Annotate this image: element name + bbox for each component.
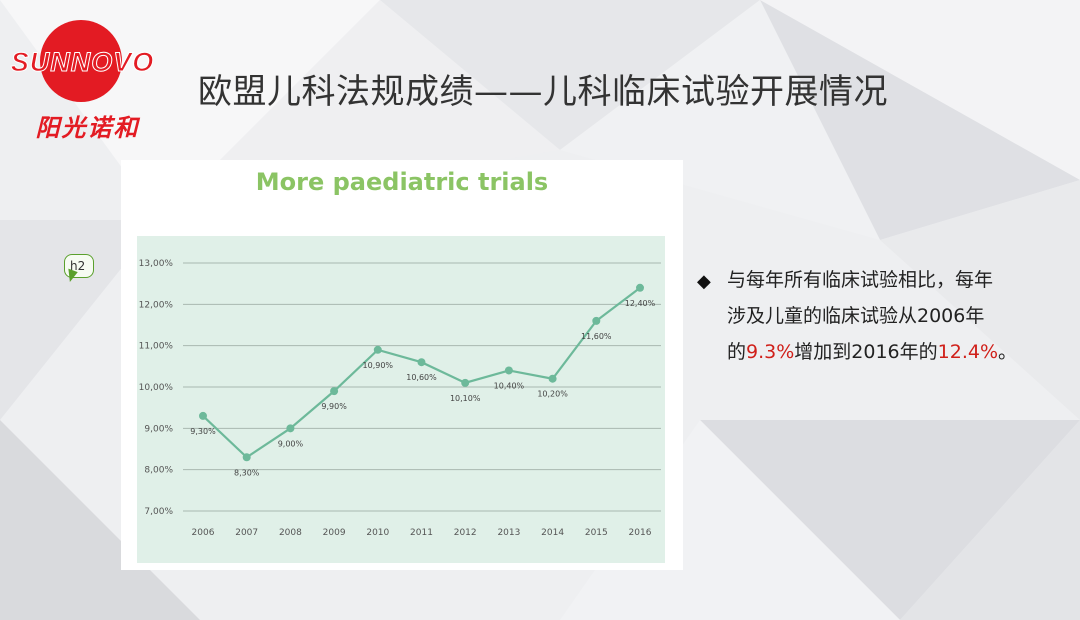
data-label: 9,00% xyxy=(278,439,304,448)
x-tick-label: 2016 xyxy=(629,528,652,538)
h2-tag-label: h2 xyxy=(70,259,86,273)
line-chart: 7,00% 8,00% 9,00% 10,00% 11,00% 12,00% 13,00% 2… xyxy=(139,259,661,538)
y-tick-label: 8,00% xyxy=(144,466,173,476)
bullet-line-3-mid: 增加到2016年的 xyxy=(794,341,938,363)
data-label: 10,10% xyxy=(450,394,481,403)
x-tick-label: 2006 xyxy=(192,528,215,538)
x-tick-label: 2015 xyxy=(585,528,608,538)
x-tick-label: 2012 xyxy=(454,528,477,538)
plot-area xyxy=(137,236,665,563)
data-label: 8,30% xyxy=(234,468,260,477)
data-point xyxy=(330,387,339,396)
value-2016-highlight: 12.4% xyxy=(937,341,999,363)
y-tick-label: 10,00% xyxy=(139,383,174,393)
data-label: 10,20% xyxy=(537,390,568,399)
data-point xyxy=(504,366,513,375)
chart-figure: More paediatric trials 7,00% 8,00% 9,00% 10… xyxy=(121,160,683,570)
slide-title: 欧盟儿科法规成绩——儿科临床试验开展情况 xyxy=(198,72,888,112)
data-point xyxy=(548,374,557,383)
data-point xyxy=(461,378,470,387)
x-tick-label: 2008 xyxy=(279,528,302,538)
bullet-line-3-prefix: 的 xyxy=(727,341,747,363)
value-2006-highlight: 9.3% xyxy=(746,341,795,363)
company-logo: SUNNOVO 阳光诺和 xyxy=(10,20,155,145)
y-tick-label: 9,00% xyxy=(144,424,173,434)
bullet-line-1-text: 与每年所有临床试验相比，每年 xyxy=(727,269,994,291)
data-point xyxy=(242,453,251,462)
diamond-bullet-icon: ◆ xyxy=(697,271,711,292)
bullet-line-3: 的9.3%增加到2016年的12.4%。 xyxy=(700,334,1078,370)
h2-comment-tag[interactable]: h2 xyxy=(64,254,94,278)
data-label: 9,90% xyxy=(321,402,347,411)
y-tick-label: 7,00% xyxy=(144,507,173,517)
data-point xyxy=(286,424,295,433)
data-point xyxy=(417,358,426,367)
bullet-line-3-suffix: 。 xyxy=(998,341,1018,363)
x-tick-label: 2007 xyxy=(235,528,258,538)
logo-brand-text: SUNNOVO xyxy=(10,47,155,78)
x-tick-label: 2011 xyxy=(410,528,433,538)
x-tick-label: 2013 xyxy=(497,528,520,538)
data-label: 10,90% xyxy=(363,361,394,370)
y-tick-label: 13,00% xyxy=(139,259,174,269)
y-tick-label: 11,00% xyxy=(139,342,174,352)
bullet-line-2-text: 涉及儿童的临床试验从2006年 xyxy=(727,305,985,327)
bullet-line-2: 涉及儿童的临床试验从2006年 xyxy=(700,298,1078,334)
x-tick-label: 2009 xyxy=(323,528,346,538)
data-label: 9,30% xyxy=(190,427,216,436)
chart-title: More paediatric trials xyxy=(255,168,549,196)
data-point xyxy=(636,283,644,292)
data-point xyxy=(592,316,601,325)
logo-chinese-text: 阳光诺和 xyxy=(35,113,140,142)
bullet-paragraph: 与每年所有临床试验相比，每年 涉及儿童的临床试验从2006年 的9.3%增加到2… xyxy=(700,262,1078,370)
data-label: 12,40% xyxy=(625,299,656,308)
data-label: 11,60% xyxy=(581,332,612,341)
data-label: 10,60% xyxy=(406,373,437,382)
bullet-line-1: 与每年所有临床试验相比，每年 xyxy=(700,262,1078,298)
data-point xyxy=(373,345,382,354)
data-point xyxy=(199,411,207,420)
logo-red-sun xyxy=(40,20,122,102)
x-tick-label: 2010 xyxy=(366,528,389,538)
x-tick-label: 2014 xyxy=(541,528,564,538)
data-label: 10,40% xyxy=(494,381,525,390)
y-tick-label: 12,00% xyxy=(139,300,174,310)
